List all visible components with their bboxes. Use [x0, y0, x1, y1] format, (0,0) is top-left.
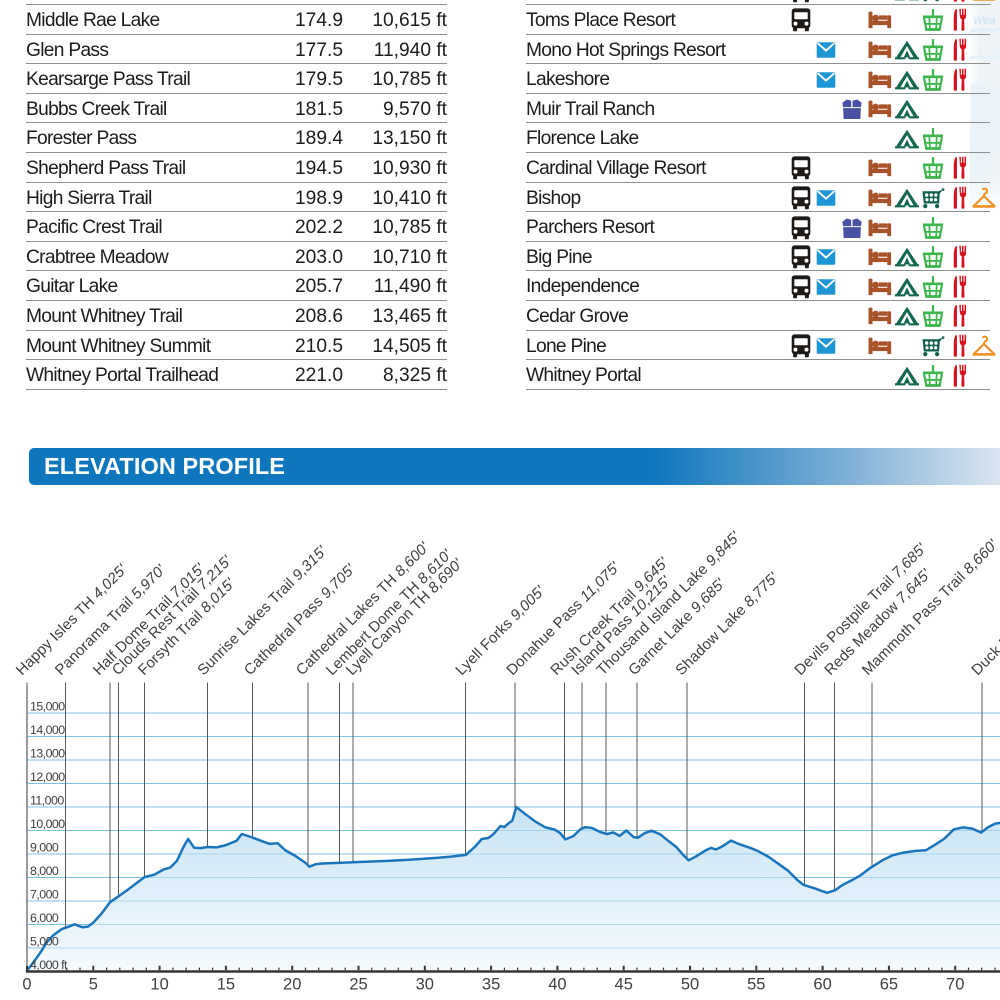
svg-text:10,000: 10,000 — [30, 817, 65, 831]
svg-text:11,000: 11,000 — [30, 794, 64, 808]
svg-text:30: 30 — [416, 976, 434, 994]
svg-text:10: 10 — [150, 976, 168, 994]
svg-text:15,000: 15,000 — [30, 700, 65, 714]
svg-text:5: 5 — [89, 976, 98, 994]
svg-text:12,000: 12,000 — [30, 770, 65, 784]
svg-text:5,000: 5,000 — [30, 935, 59, 949]
svg-text:65: 65 — [880, 976, 898, 994]
svg-text:20: 20 — [283, 976, 301, 994]
svg-text:40: 40 — [548, 976, 566, 994]
svg-text:45: 45 — [615, 976, 633, 994]
svg-text:50: 50 — [681, 976, 699, 994]
svg-text:Wea: Wea — [973, 15, 995, 27]
svg-text:14,000: 14,000 — [30, 723, 65, 737]
svg-text:8,000: 8,000 — [30, 864, 59, 878]
svg-text:7,000: 7,000 — [30, 888, 59, 902]
svg-text:9,000: 9,000 — [30, 841, 59, 855]
svg-text:0: 0 — [22, 976, 31, 994]
svg-text:Devils Postpile Trail 7,685': Devils Postpile Trail 7,685' — [791, 540, 930, 679]
svg-text:15: 15 — [217, 976, 235, 994]
svg-text:55: 55 — [747, 976, 765, 994]
svg-text:6,000: 6,000 — [30, 911, 59, 925]
svg-text:35: 35 — [482, 976, 500, 994]
svg-text:4,000 ft: 4,000 ft — [30, 958, 68, 972]
svg-text:25: 25 — [349, 976, 367, 994]
svg-text:70: 70 — [946, 976, 964, 994]
svg-text:13,000: 13,000 — [30, 747, 65, 761]
svg-text:Lyell Forks 9,005': Lyell Forks 9,005' — [452, 582, 549, 679]
svg-text:60: 60 — [813, 976, 831, 994]
